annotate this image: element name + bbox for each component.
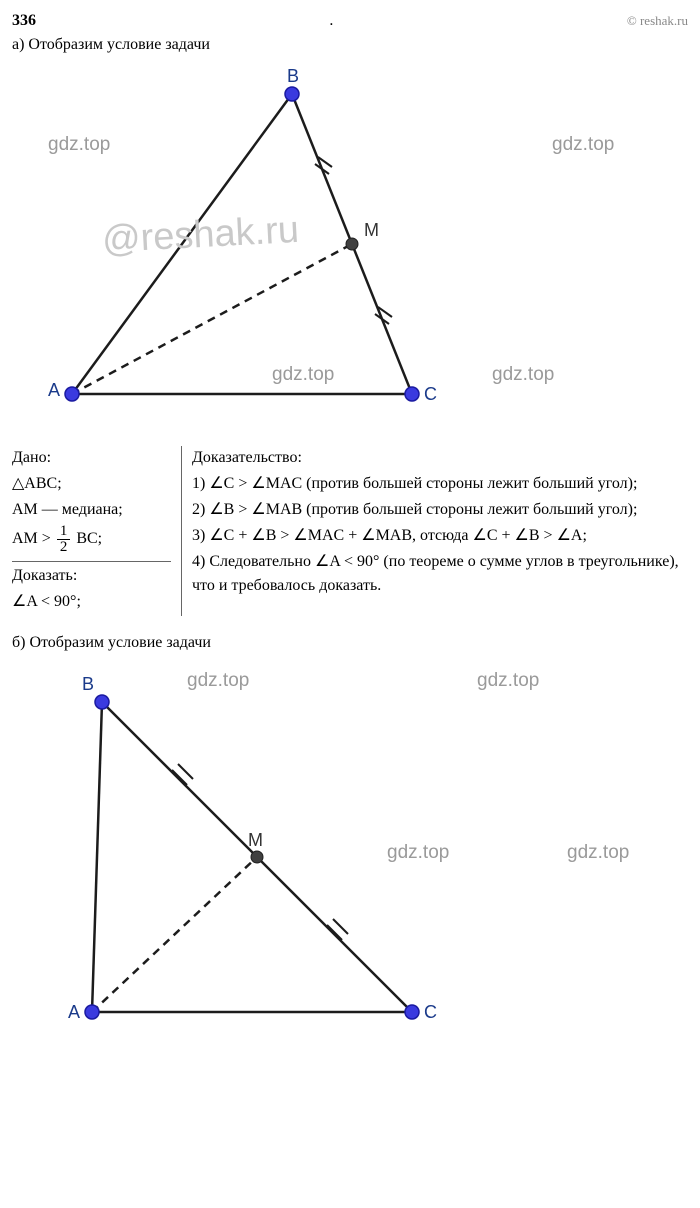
label-m2: M bbox=[248, 830, 263, 851]
header-row: 336. © reshak.ru bbox=[12, 12, 688, 30]
part-a-title: а) Отобразим условие задачи bbox=[12, 36, 688, 54]
watermark-tr: gdz.top bbox=[552, 134, 614, 156]
proof-block-a: Дано: △ABC; AM — медиана; AM > 1 2 BC; Д… bbox=[12, 446, 688, 616]
given-l2: AM — медиана; bbox=[12, 498, 171, 522]
part-b-title: б) Отобразим условие задачи bbox=[12, 634, 688, 652]
watermark-bl: gdz.top bbox=[272, 364, 334, 386]
diagram-a: A B C M gdz.top gdz.top gdz.top gdz.top … bbox=[12, 64, 688, 434]
prove-heading: Доказать: bbox=[12, 564, 171, 588]
label-b: B bbox=[287, 66, 299, 87]
watermark-tl: gdz.top bbox=[48, 134, 110, 156]
watermark-b-tl: gdz.top bbox=[187, 670, 249, 692]
watermark-b-bl: gdz.top bbox=[387, 842, 449, 864]
label-m: M bbox=[364, 220, 379, 241]
prove-l1: ∠A < 90°; bbox=[12, 590, 171, 614]
divider bbox=[12, 561, 171, 562]
fraction-half: 1 2 bbox=[57, 524, 71, 555]
given-l3: AM > 1 2 BC; bbox=[12, 524, 171, 555]
proof-p2: 2) ∠B > ∠MAB (против большей стороны леж… bbox=[192, 498, 688, 522]
problem-number: 336 bbox=[12, 12, 36, 30]
label-c: C bbox=[424, 384, 437, 405]
proof-heading: Доказательство: bbox=[192, 446, 688, 470]
given-heading: Дано: bbox=[12, 446, 171, 470]
diagram-b: A B C M gdz.top gdz.top gdz.top gdz.top bbox=[12, 662, 688, 1042]
given-column: Дано: △ABC; AM — медиана; AM > 1 2 BC; Д… bbox=[12, 446, 182, 616]
proof-column: Доказательство: 1) ∠C > ∠MAC (против бол… bbox=[182, 446, 688, 616]
proof-p1: 1) ∠C > ∠MAC (против большей стороны леж… bbox=[192, 472, 688, 496]
given-l1: △ABC; bbox=[12, 472, 171, 496]
label-a2: A bbox=[68, 1002, 80, 1023]
label-b2: B bbox=[82, 674, 94, 695]
proof-p3: 3) ∠C + ∠B > ∠MAC + ∠MAB, отсюда ∠C + ∠B… bbox=[192, 524, 688, 548]
proof-p4: 4) Следовательно ∠A < 90° (по теореме о … bbox=[192, 550, 688, 598]
label-c2: C bbox=[424, 1002, 437, 1023]
watermark-br: gdz.top bbox=[492, 364, 554, 386]
watermark-b-br: gdz.top bbox=[567, 842, 629, 864]
label-a: A bbox=[48, 380, 60, 401]
source-label: © reshak.ru bbox=[627, 13, 688, 29]
watermark-b-tr: gdz.top bbox=[477, 670, 539, 692]
